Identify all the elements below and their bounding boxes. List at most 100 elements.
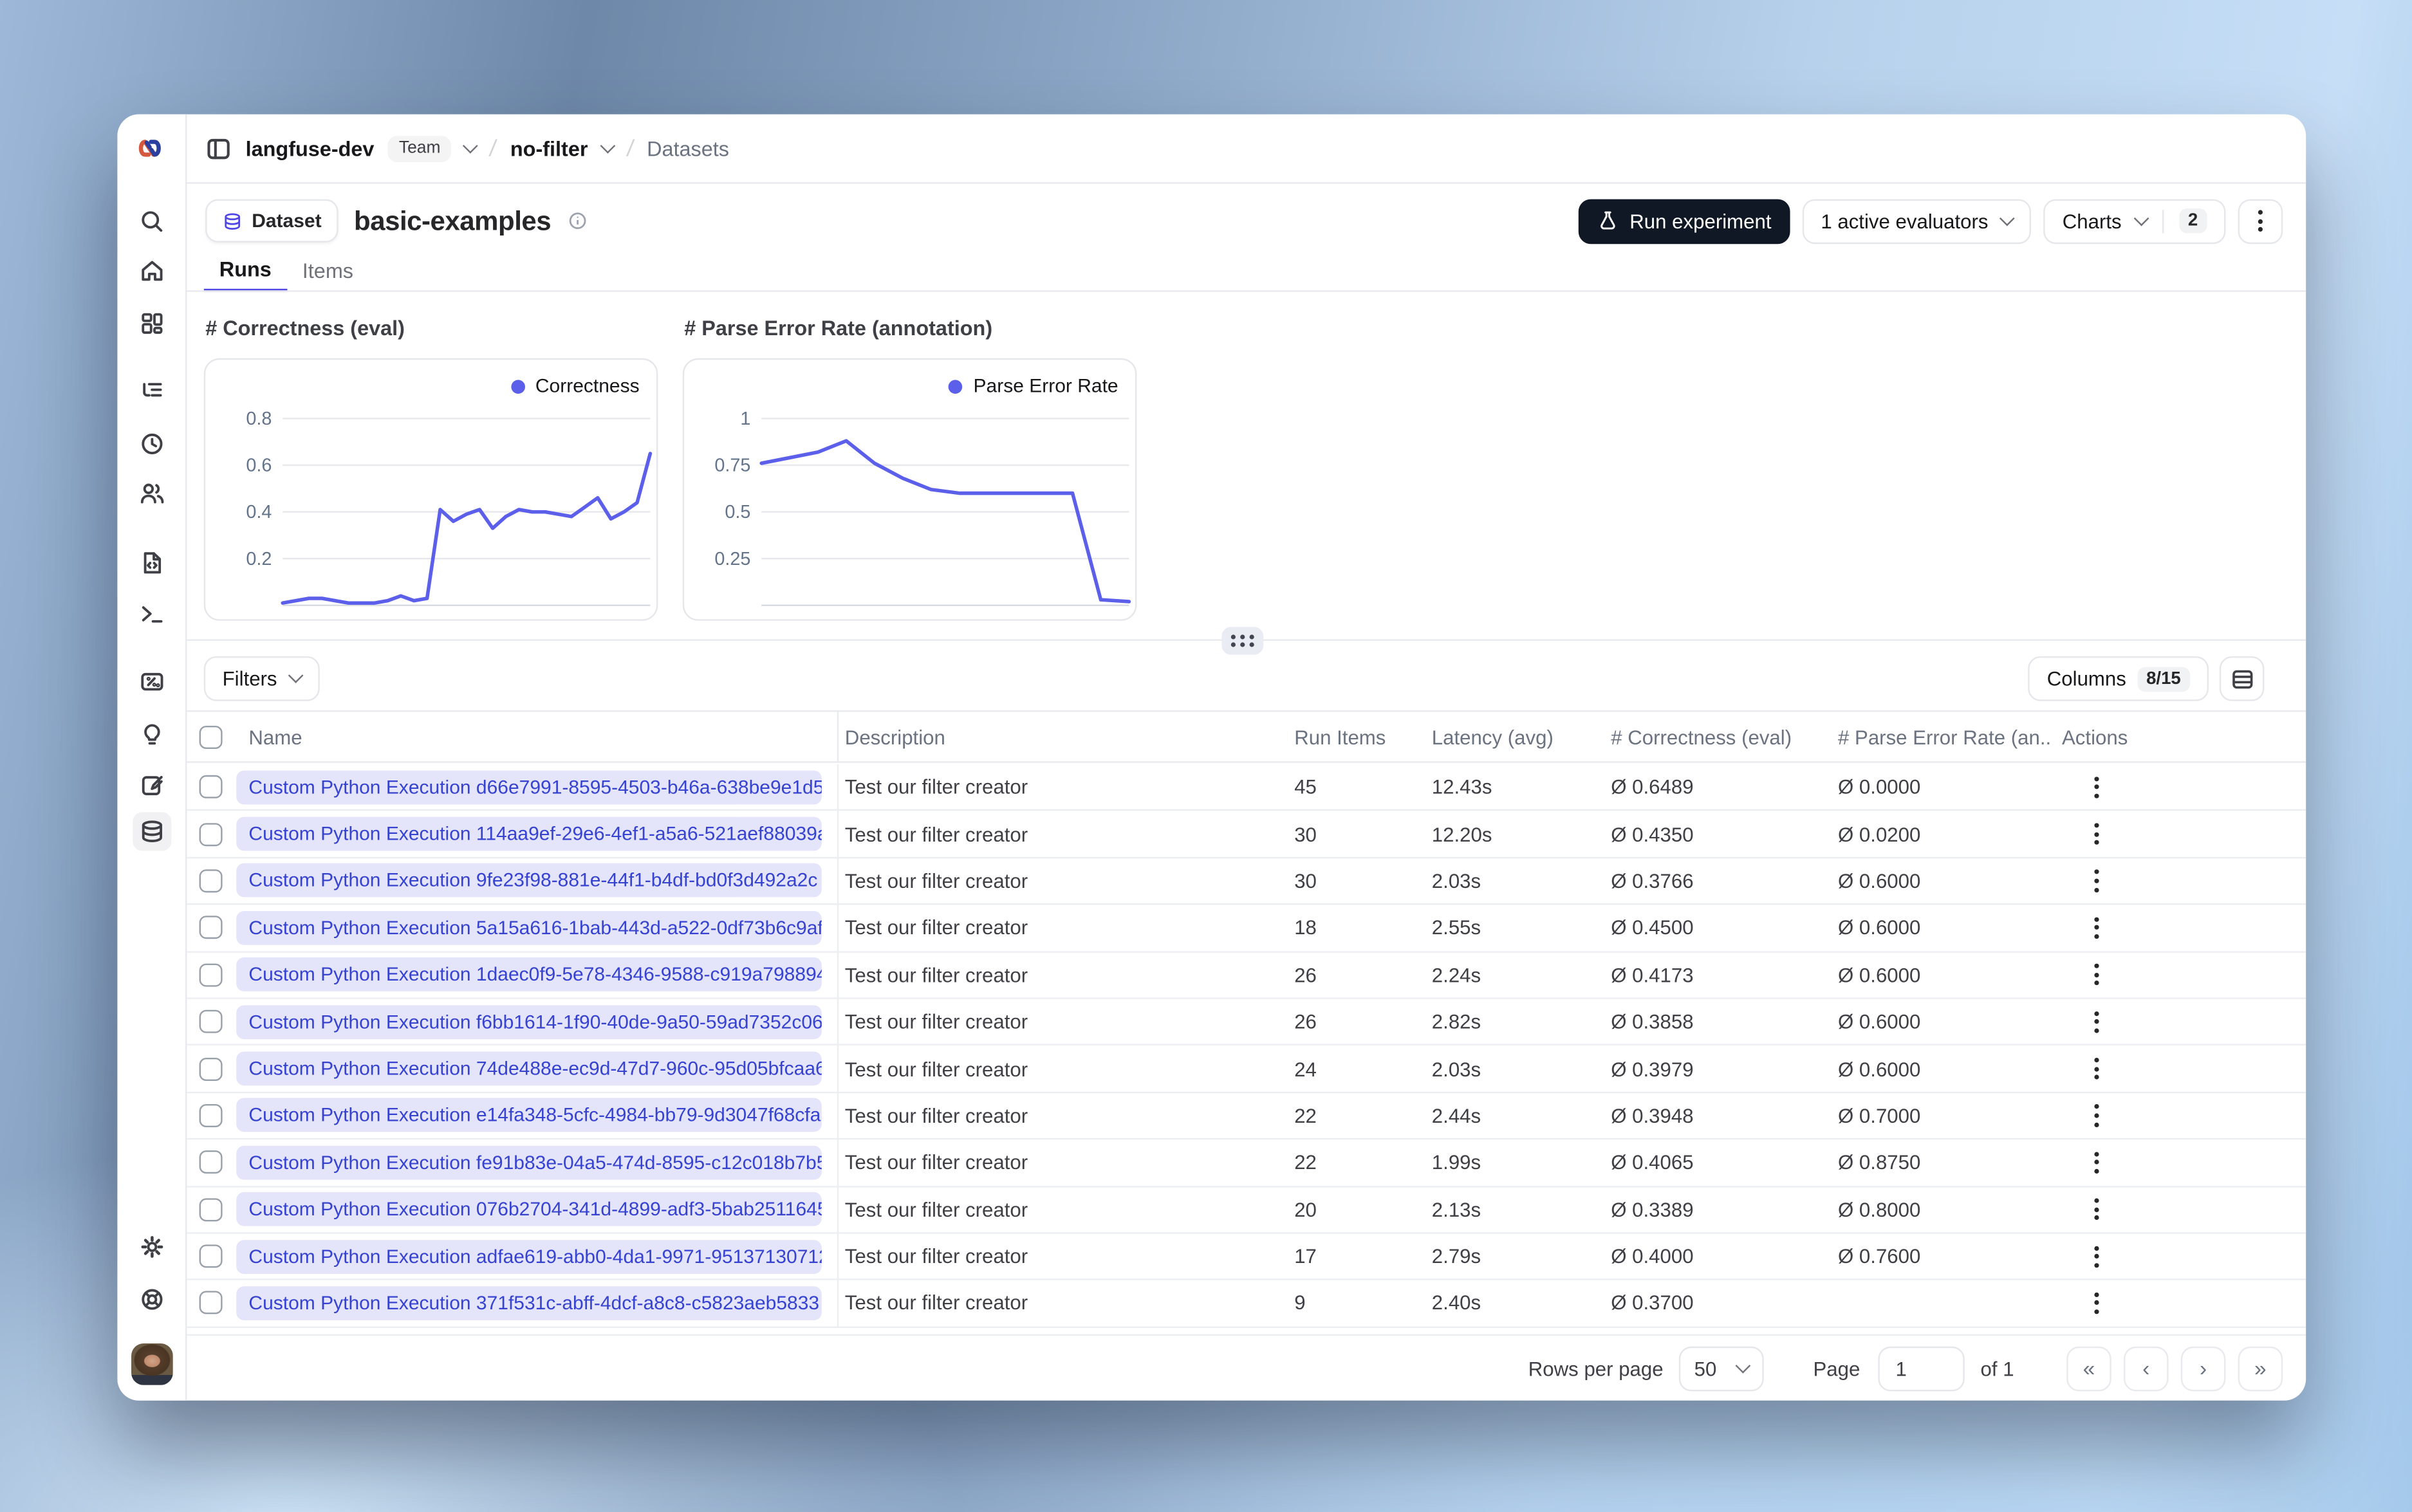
tracing-icon[interactable] [133,372,171,410]
run-name-link[interactable]: Custom Python Execution 114aa9ef-29e6-4e… [236,816,822,851]
run-name-link[interactable]: Custom Python Execution 5a15a616-1bab-44… [236,910,822,945]
breadcrumb-project[interactable]: no-filter [510,136,588,160]
row-checkbox[interactable] [199,1197,223,1221]
prompts-file-code-icon[interactable] [133,544,171,582]
run-name-link[interactable]: Custom Python Execution 371f531c-abff-4d… [236,1286,822,1320]
tab-runs[interactable]: Runs [203,250,287,292]
next-page-button[interactable]: › [2180,1345,2226,1391]
row-checkbox[interactable] [199,1150,223,1174]
row-checkbox[interactable] [199,1056,223,1080]
run-name-link[interactable]: Custom Python Execution 9fe23f98-881e-44… [236,863,822,898]
column-header-latency[interactable]: Latency (avg) [1431,724,1554,748]
row-actions-menu-button[interactable] [2094,1010,2306,1033]
rows-per-page-label: Rows per page [1528,1356,1664,1380]
run-experiment-button[interactable]: Run experiment [1579,198,1790,243]
charts-dropdown[interactable]: Charts 2 [2043,198,2226,243]
annotation-queues-icon[interactable] [133,766,171,804]
search-icon[interactable] [133,202,171,241]
resize-grip-handle[interactable] [1221,627,1264,655]
first-page-button[interactable]: « [2066,1345,2111,1391]
row-checkbox-cell [187,1233,233,1279]
evaluators-percent-icon[interactable] [133,663,171,701]
row-checkbox[interactable] [199,1244,223,1268]
row-actions-menu-button[interactable] [2094,823,2306,845]
rows-per-page-select[interactable]: 50 [1678,1345,1764,1391]
run-name-cell: Custom Python Execution f6bb1614-1f90-40… [233,999,839,1045]
run-name-link[interactable]: Custom Python Execution adfae619-abb0-4d… [236,1239,822,1274]
row-actions-menu-button[interactable] [2094,1151,2306,1174]
row-actions-menu-button[interactable] [2094,776,2306,798]
previous-page-button[interactable]: ‹ [2124,1345,2169,1391]
row-checkbox[interactable] [199,916,223,940]
more-actions-button[interactable] [2238,198,2283,243]
chevron-down-icon[interactable] [599,137,615,153]
select-all-checkbox[interactable] [199,724,223,748]
correctness-cell: Ø 0.6489 [1611,775,1694,799]
run-name-link[interactable]: Custom Python Execution f6bb1614-1f90-40… [236,1004,822,1039]
row-checkbox[interactable] [199,1291,223,1315]
column-header-description[interactable]: Description [844,724,945,748]
playground-terminal-icon[interactable] [133,595,171,633]
home-icon[interactable] [133,252,171,290]
chart-parse-error-rate: 0.25 0.5 0.75 1 Parse Error Rate [682,358,1137,621]
run-name-link[interactable]: Custom Python Execution 74de488e-ec9d-47… [236,1051,822,1086]
columns-button[interactable]: Columns 8/15 [2028,656,2209,701]
last-page-button[interactable]: » [2238,1345,2283,1391]
row-actions-menu-button[interactable] [2094,1057,2306,1080]
run-name-link[interactable]: Custom Python Execution 076b2704-341d-48… [236,1192,822,1227]
user-avatar[interactable] [131,1343,173,1385]
run-name-link[interactable]: Custom Python Execution e14fa348-5cfc-49… [236,1098,822,1133]
run-items-cell: 24 [1294,1056,1317,1080]
chevron-down-icon[interactable] [463,137,479,153]
filters-button[interactable]: Filters [203,656,320,701]
flask-icon [1600,211,1615,230]
users-icon[interactable] [133,474,171,513]
correctness-cell: Ø 0.3766 [1611,869,1694,893]
row-actions-menu-button[interactable] [2094,963,2306,986]
row-actions-cell [2050,870,2306,892]
row-actions-menu-button[interactable] [2094,917,2306,939]
info-icon[interactable] [566,210,588,232]
row-actions-cell [2050,776,2306,798]
correctness-cell: Ø 0.4173 [1611,963,1694,986]
sidebar-toggle-icon[interactable] [205,135,232,161]
row-height-button[interactable] [2219,656,2265,701]
row-actions-menu-button[interactable] [2094,1292,2306,1314]
run-items-cell: 26 [1294,963,1317,986]
charts-label: Charts [2062,209,2122,233]
row-checkbox[interactable] [199,869,223,893]
tab-items[interactable]: Items [302,259,354,283]
run-description-cell: Test our filter creator [844,916,1028,940]
row-checkbox[interactable] [199,1010,223,1033]
breadcrumb-org[interactable]: langfuse-dev [245,136,375,160]
row-checkbox[interactable] [199,963,223,986]
row-checkbox[interactable] [199,822,223,846]
row-actions-menu-button[interactable] [2094,1245,2306,1268]
column-header-correctness[interactable]: # Correctness (eval) [1611,724,1792,748]
table-header-row: Name Description Run Items Latency (avg)… [187,710,2306,763]
column-header-name[interactable]: Name [233,712,839,762]
run-name-link[interactable]: Custom Python Execution d66e7991-8595-45… [236,770,822,804]
run-name-link[interactable]: Custom Python Execution fe91b83e-04a5-47… [236,1145,822,1180]
row-actions-cell [2050,1057,2306,1080]
insights-lightbulb-icon[interactable] [133,715,171,753]
column-header-run-items[interactable]: Run Items [1294,724,1386,748]
row-checkbox[interactable] [199,775,223,799]
run-description-cell: Test our filter creator [844,1150,1028,1174]
dashboards-icon[interactable] [133,304,171,343]
row-actions-menu-button[interactable] [2094,1104,2306,1127]
row-actions-menu-button[interactable] [2094,1198,2306,1221]
column-header-parse-error-rate[interactable]: # Parse Error Rate (an... [1838,724,2050,748]
support-lifebuoy-icon[interactable] [133,1280,171,1319]
sessions-clock-icon[interactable] [133,425,171,463]
run-name-link[interactable]: Custom Python Execution 1daec0f9-5e78-43… [236,957,822,992]
row-actions-menu-button[interactable] [2094,870,2306,892]
breadcrumb-section[interactable]: Datasets [647,136,729,160]
row-checkbox[interactable] [199,1103,223,1127]
datasets-database-icon[interactable] [133,812,172,851]
page-number-input[interactable]: 1 [1879,1345,1965,1391]
evaluators-dropdown[interactable]: 1 active evaluators [1802,198,2032,243]
line-chart-correctness: 0.2 0.4 0.6 0.8 [205,360,656,619]
settings-gear-icon[interactable] [133,1228,171,1266]
run-description-cell: Test our filter creator [844,1103,1028,1127]
